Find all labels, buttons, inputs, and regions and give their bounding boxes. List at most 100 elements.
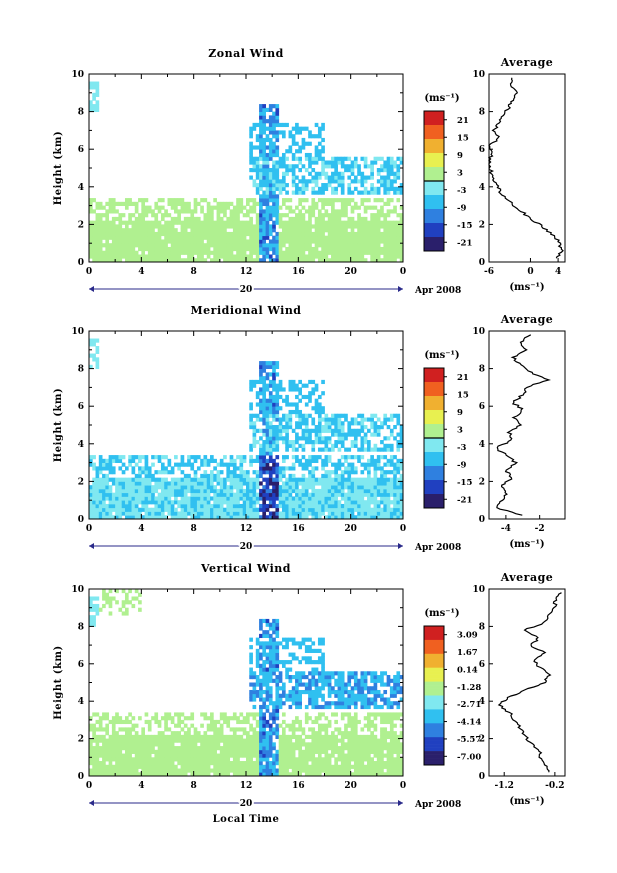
colorbar-segment [424, 480, 444, 484]
colorbar-segment [424, 125, 444, 129]
colorbar-segment [424, 632, 444, 637]
colorbar-segment [424, 695, 444, 700]
colorbar-tick-label: -21 [457, 238, 472, 248]
colorbar-segment [424, 702, 444, 707]
colorbar-segment [424, 737, 444, 741]
colorbar-tick-label: 15 [457, 133, 469, 143]
colorbar-segment [424, 462, 444, 467]
colorbar-segment [424, 483, 444, 488]
colorbar-tick-label: 3 [457, 168, 463, 178]
x-tick-label: 8 [191, 267, 197, 277]
average-frame [488, 73, 566, 263]
colorbar-tick-label: -9 [457, 460, 467, 470]
colorbar-segment [424, 396, 444, 400]
x-tick-label: 16 [292, 267, 305, 277]
colorbar-segment [424, 212, 444, 217]
colorbar-segment [424, 431, 444, 435]
colorbar-segment [424, 368, 444, 372]
day-arrow-right [398, 800, 403, 806]
colorbar-segment [424, 678, 444, 682]
colorbar-segment [424, 128, 444, 133]
colorbar-segment [424, 410, 444, 414]
colorbar-segment [424, 424, 444, 428]
colorbar-segment [424, 501, 444, 505]
y-axis-label: Height (km) [53, 131, 64, 205]
y-tick-label: 4 [78, 697, 84, 707]
colorbar-segment [424, 452, 444, 456]
colorbar-title: (ms⁻¹) [424, 350, 459, 361]
y-tick-label: 8 [78, 365, 84, 375]
colorbar-tick-label: -7.00 [457, 752, 481, 762]
chart-title: Zonal Wind [208, 47, 284, 60]
colorbar-segment [424, 726, 444, 731]
colorbar-segment [424, 385, 444, 390]
colorbar-segment [424, 392, 444, 397]
colorbar-segment [424, 712, 444, 717]
date-label: Apr 2008 [414, 286, 461, 296]
y-tick-label: 8 [78, 622, 84, 632]
colorbar-frame [423, 625, 445, 766]
colorbar-segment [424, 639, 444, 644]
y-tick-label: 0 [78, 772, 84, 782]
average-y-tick-label: 8 [479, 108, 485, 118]
x-tick-label: 20 [344, 524, 357, 534]
colorbar-segment [424, 466, 444, 470]
colorbar-segment [424, 399, 444, 404]
colorbar-segment [424, 142, 444, 147]
colorbar-segment [424, 132, 444, 136]
average-profile-line [487, 77, 564, 259]
average-x-tick-label: -4 [501, 524, 511, 534]
colorbar-segment [424, 730, 444, 735]
day-label: 20 [240, 799, 253, 809]
colorbar-segment [424, 438, 444, 442]
colorbar-segment [424, 223, 444, 227]
x-tick-label: 4 [138, 267, 144, 277]
colorbar-tick-label: -21 [457, 495, 472, 505]
colorbar-segment [424, 184, 444, 189]
colorbar-segment [424, 118, 444, 122]
average-x-label: (ms⁻¹) [509, 282, 544, 293]
y-tick-label: 8 [78, 108, 84, 118]
y-axis-label: Height (km) [53, 388, 64, 462]
colorbar-segment [424, 230, 444, 234]
y-tick-label: 4 [78, 183, 84, 193]
average-x-tick-label: -6 [484, 267, 494, 277]
colorbar-segment [424, 698, 444, 703]
colorbar-segment [424, 389, 444, 393]
x-tick-label: 4 [138, 524, 144, 534]
colorbar-segment [424, 674, 444, 679]
y-tick-label: 2 [78, 477, 84, 487]
y-tick-label: 2 [78, 220, 84, 230]
chart-title: Vertical Wind [200, 562, 291, 575]
day-arrow-left [89, 800, 94, 806]
colorbar-segment [424, 139, 444, 143]
y-tick-label: 10 [71, 70, 84, 80]
colorbar-segment [424, 417, 444, 421]
day-label: 20 [240, 285, 253, 295]
colorbar-segment [424, 406, 444, 411]
day-arrow-right [398, 543, 403, 549]
colorbar-segment [424, 455, 444, 460]
colorbar-segment [424, 629, 444, 634]
colorbar-segment [424, 167, 444, 171]
colorbar-title: (ms⁻¹) [424, 93, 459, 104]
average-y-tick-label: 8 [479, 365, 485, 375]
colorbar-segment [424, 758, 444, 762]
colorbar-segment [424, 135, 444, 140]
colorbar-segment [424, 643, 444, 648]
colorbar-segment [424, 445, 444, 449]
colorbar-segment [424, 163, 444, 168]
colorbar-tick-label: 1.67 [457, 648, 478, 658]
colorbar-segment [424, 382, 444, 386]
colorbar-segment [424, 733, 444, 738]
x-tick-label: 12 [240, 524, 253, 534]
colorbar-tick-label: -4.14 [457, 718, 481, 728]
colorbar-segment [424, 719, 444, 724]
y-tick-label: 6 [78, 402, 84, 412]
colorbar-tick-label: 21 [457, 116, 469, 126]
date-label: Apr 2008 [414, 800, 461, 810]
colorbar-segment [424, 761, 444, 766]
average-profile-line [496, 334, 552, 516]
colorbar-segment [424, 459, 444, 463]
heatmap-cells [89, 81, 404, 263]
